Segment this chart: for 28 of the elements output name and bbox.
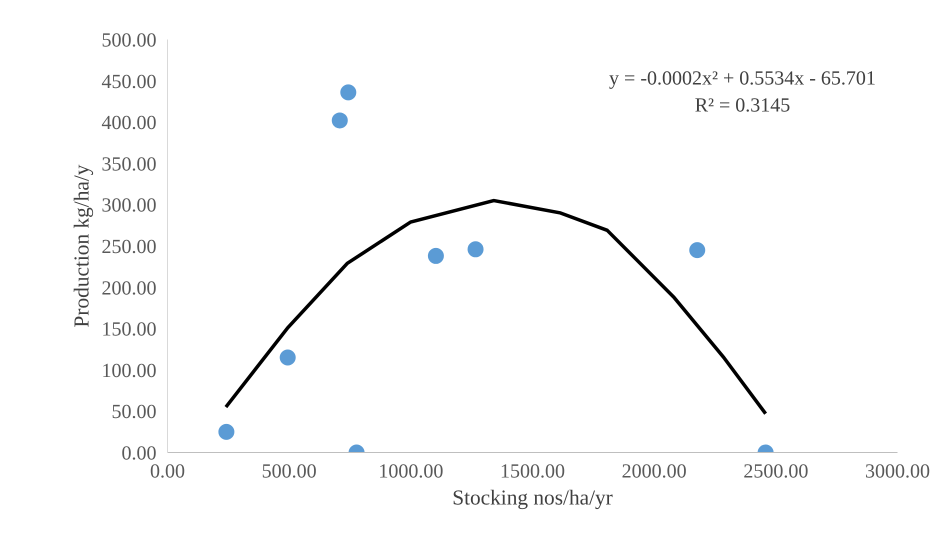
y-tick-label: 450.00 <box>102 70 156 93</box>
y-tick-label: 50.00 <box>112 401 156 424</box>
y-tick-label: 500.00 <box>102 30 156 52</box>
point <box>218 424 234 440</box>
y-tick-label: 350.00 <box>102 153 156 176</box>
point <box>689 242 706 258</box>
x-tick-label: 1000.00 <box>378 460 444 482</box>
point <box>280 350 296 366</box>
y-axis-title: Production kg/ha/y <box>70 164 94 328</box>
point <box>468 241 484 258</box>
y-tick-label: 100.00 <box>102 360 156 382</box>
x-tick-label: 3000.00 <box>865 460 930 482</box>
line-series <box>224 198 768 416</box>
x-tick-label: 2500.00 <box>743 460 808 482</box>
point <box>332 112 348 128</box>
annotation: y = -0.0002x² + 0.5534x - 65.701 <box>609 67 876 90</box>
x-tick-label: 2000.00 <box>622 460 687 482</box>
point <box>340 84 356 100</box>
y-tick-label: 300.00 <box>102 194 156 217</box>
y-tick-label: 400.00 <box>102 112 156 134</box>
x-axis-title: Stocking nos/ha/yr <box>452 486 613 510</box>
y-tick-label: 150.00 <box>102 318 156 341</box>
point <box>428 248 444 264</box>
annotation: R² = 0.3145 <box>694 94 790 117</box>
x-tick-label: 500.00 <box>262 460 317 482</box>
y-tick-label: 250.00 <box>102 236 156 258</box>
y-tick-label: 200.00 <box>102 277 156 300</box>
x-tick-label: 1500.00 <box>500 460 565 482</box>
